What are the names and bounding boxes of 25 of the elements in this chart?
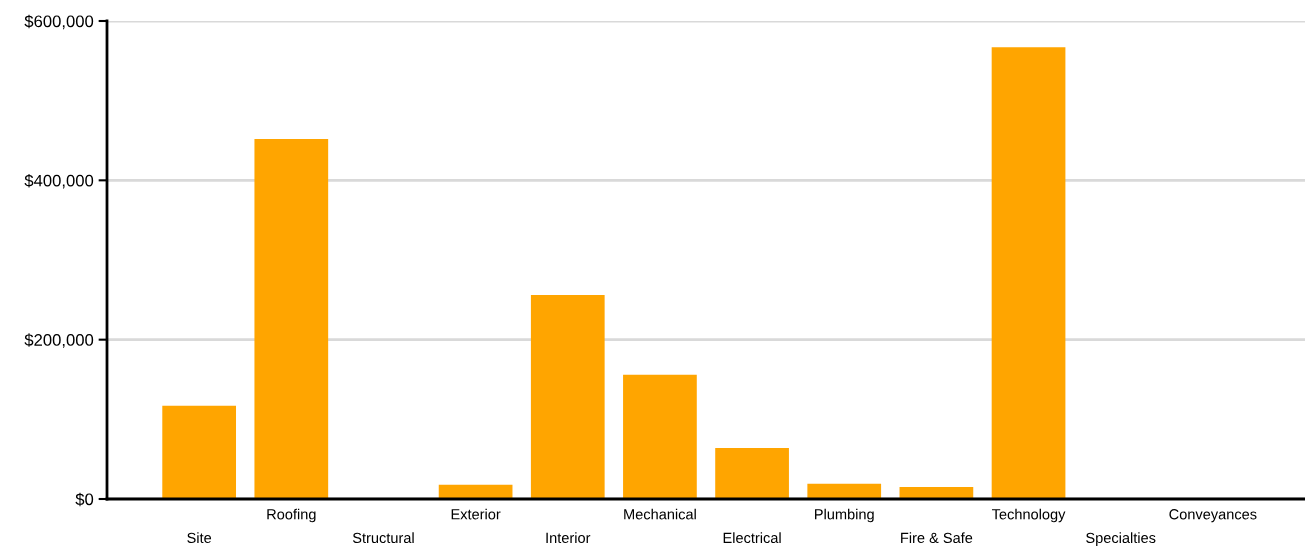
bar: [530, 295, 605, 499]
bar: [623, 374, 697, 499]
bar: [715, 448, 789, 499]
bar: [438, 484, 513, 499]
x-tick-label: Site: [187, 532, 212, 544]
x-tick-label: Conveyances: [1169, 509, 1257, 523]
bar: [899, 487, 974, 499]
x-tick-label: Exterior: [451, 508, 501, 520]
y-tick-label: $0: [75, 492, 94, 507]
bar: [991, 47, 1066, 499]
x-tick-label: Mechanical: [624, 508, 696, 520]
x-tick-label: Structural: [352, 532, 414, 544]
bar: [807, 483, 882, 499]
y-tick-label: $400,000: [24, 174, 94, 189]
bar: [162, 405, 237, 499]
x-tick-label: Fire & Safe: [901, 532, 973, 544]
x-tick-label: Plumbing: [815, 508, 874, 523]
x-tick-label: Electrical: [723, 532, 781, 544]
y-tick-label: $200,000: [24, 333, 94, 348]
x-tick-label: Interior: [546, 532, 591, 544]
y-tick-label: $600,000: [24, 14, 94, 30]
x-tick-label: Specialties: [1086, 532, 1156, 546]
bar: [254, 138, 329, 499]
x-tick-label: Technology: [991, 508, 1066, 523]
x-tick-label: Roofing: [267, 508, 316, 523]
